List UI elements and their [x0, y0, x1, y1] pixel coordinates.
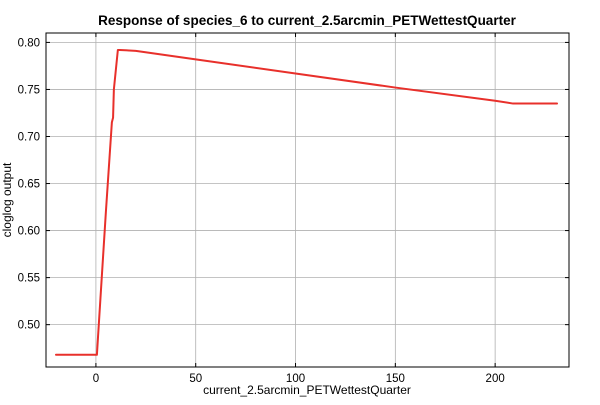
y-tick-label: 0.70	[18, 131, 40, 143]
x-axis-label: current_2.5arcmin_PETWettestQuarter	[203, 383, 411, 397]
series-layer	[54, 48, 559, 356]
y-tick-label: 0.75	[18, 84, 40, 96]
y-axis-label: cloglog output	[0, 162, 14, 237]
x-tick-label: 150	[386, 373, 405, 385]
x-tick-label: 200	[486, 373, 505, 385]
y-tick-label: 0.65	[18, 179, 40, 191]
x-tick-label: 50	[189, 373, 202, 385]
y-tick-label: 0.50	[18, 320, 40, 332]
response-curve	[54, 48, 559, 356]
grid-lines	[46, 33, 569, 367]
x-tick-label: 100	[286, 373, 305, 385]
x-tick-label: 0	[93, 373, 99, 385]
y-tick-label: 0.80	[18, 37, 40, 49]
axis-ticks: 0 50 100 150 200 0.50 0.55 0.60 0.65 0.70 0.75 0.80	[18, 33, 569, 385]
plot-frame	[45, 32, 570, 368]
y-tick-label: 0.60	[18, 226, 40, 238]
y-tick-label: 0.55	[18, 273, 40, 285]
chart-title: Response of species_6 to current_2.5arcm…	[98, 13, 516, 28]
